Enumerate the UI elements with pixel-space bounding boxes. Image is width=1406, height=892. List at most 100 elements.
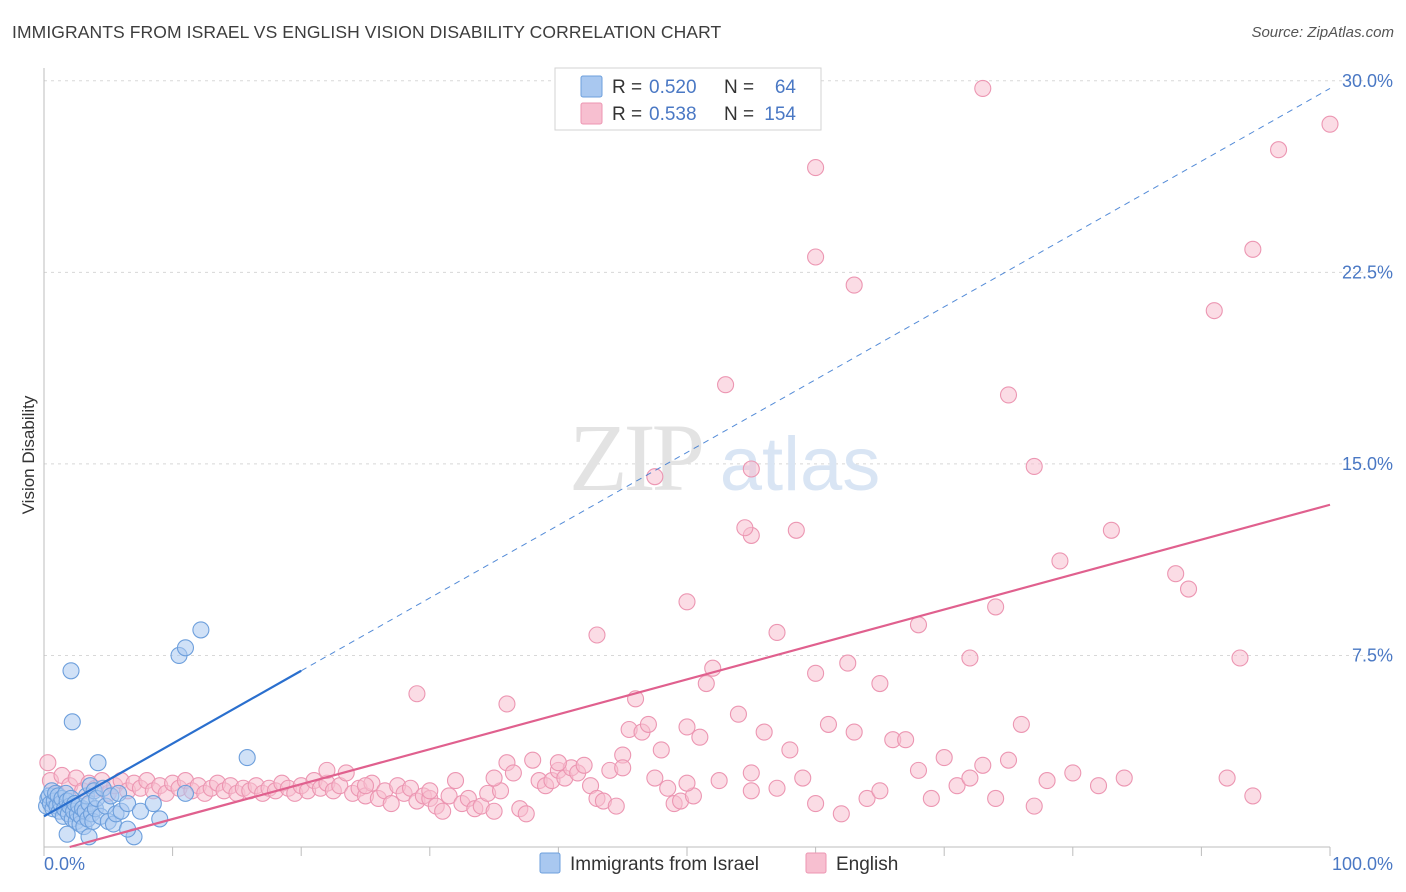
english-point (517, 805, 535, 823)
english-point (807, 248, 825, 266)
english-point (787, 521, 805, 539)
english-point (691, 728, 709, 746)
english-point (504, 764, 522, 782)
stats-legend: R = 0.520 N = 64 R = 0.538 N = 154 (554, 67, 822, 131)
trend-lines (43, 87, 1331, 849)
english-point (1038, 772, 1056, 790)
english-point (1231, 649, 1249, 667)
english-point (1012, 715, 1030, 733)
y-tick-label-3: 30.0% (1342, 71, 1393, 91)
english-trend-line (69, 503, 1331, 849)
legend-n-value-israel: 64 (775, 77, 797, 98)
english-point (961, 649, 979, 667)
israel-point (62, 662, 80, 680)
english-point (614, 759, 632, 777)
english-point (999, 751, 1018, 769)
israel-point (144, 795, 162, 813)
english-point (736, 519, 754, 537)
english-point (1205, 302, 1223, 320)
english-point (742, 764, 760, 782)
english-point (1321, 115, 1339, 133)
english-point (382, 795, 400, 813)
english-point (1270, 141, 1288, 159)
english-point (652, 741, 670, 759)
english-point (646, 769, 664, 787)
english-point (421, 782, 439, 800)
english-point (678, 593, 696, 611)
english-point (498, 695, 516, 713)
english-point (987, 789, 1005, 808)
english-point (1064, 764, 1082, 782)
israel-point (176, 784, 195, 802)
series-legend-swatch-english (805, 852, 827, 874)
y-axis-label: Vision Disability (19, 395, 38, 514)
english-point (659, 779, 677, 797)
israel-points (38, 621, 256, 846)
english-point (678, 774, 696, 792)
english-point (356, 777, 375, 795)
english-point (935, 749, 953, 767)
legend-n-label-israel: N = (724, 77, 754, 98)
english-point (575, 756, 593, 774)
israel-point (119, 795, 137, 813)
english-point (781, 741, 799, 759)
english-point (729, 705, 747, 723)
watermark-atlas: atlas (720, 422, 881, 507)
watermark: ZIP atlas (569, 404, 880, 511)
legend-n-value-english: 154 (764, 104, 796, 125)
english-point (1115, 769, 1133, 787)
english-point (755, 723, 773, 741)
english-points (39, 79, 1339, 823)
english-point (832, 805, 850, 823)
legend-swatch-israel (580, 75, 603, 98)
english-point (588, 626, 606, 644)
english-point (974, 756, 992, 774)
israel-point (238, 749, 256, 767)
english-point (845, 276, 863, 294)
english-point (39, 754, 57, 772)
english-point (807, 664, 825, 682)
english-point (742, 782, 760, 800)
english-point (961, 769, 979, 787)
english-point (742, 460, 760, 478)
y-tick-label-0: 7.5% (1352, 645, 1393, 665)
english-point (710, 772, 728, 790)
english-point (1167, 565, 1185, 583)
english-point (871, 674, 889, 693)
series-legend-label-israel: Immigrants from Israel (570, 854, 759, 875)
english-point (485, 802, 503, 820)
english-point (318, 761, 336, 779)
english-point (678, 718, 696, 736)
english-point (524, 751, 542, 769)
israel-point (89, 754, 107, 772)
english-point (768, 779, 786, 797)
y-tick-label-2: 22.5% (1342, 262, 1393, 282)
israel-point (58, 825, 76, 843)
english-point (1089, 777, 1108, 795)
series-legend-swatch-israel (539, 852, 561, 874)
english-point (1025, 797, 1043, 815)
legend-r-value-english: 0.538 (649, 104, 697, 125)
english-point (697, 674, 715, 693)
axes: 7.5% 15.0% 22.5% 30.0% 0.0% 100.0% (43, 68, 1393, 874)
english-point (549, 754, 567, 772)
english-point (408, 685, 426, 703)
series-legend: Immigrants from Israel English (539, 852, 898, 875)
chart-source: Source: ZipAtlas.com (1251, 24, 1394, 41)
english-point (639, 715, 657, 733)
english-point (1025, 457, 1043, 475)
english-point (974, 79, 992, 97)
watermark-zip: ZIP (569, 404, 702, 511)
english-point (909, 616, 928, 634)
israel-point (192, 621, 210, 639)
english-point (1179, 580, 1198, 598)
english-point (1244, 240, 1262, 258)
english-point (717, 376, 735, 394)
english-point (446, 772, 465, 790)
israel-point (63, 713, 81, 731)
chart-title: IMMIGRANTS FROM ISRAEL VS ENGLISH VISION… (12, 22, 722, 42)
legend-n-label-english: N = (724, 104, 754, 125)
legend-r-value-israel: 0.520 (649, 77, 697, 98)
english-point (999, 386, 1018, 404)
